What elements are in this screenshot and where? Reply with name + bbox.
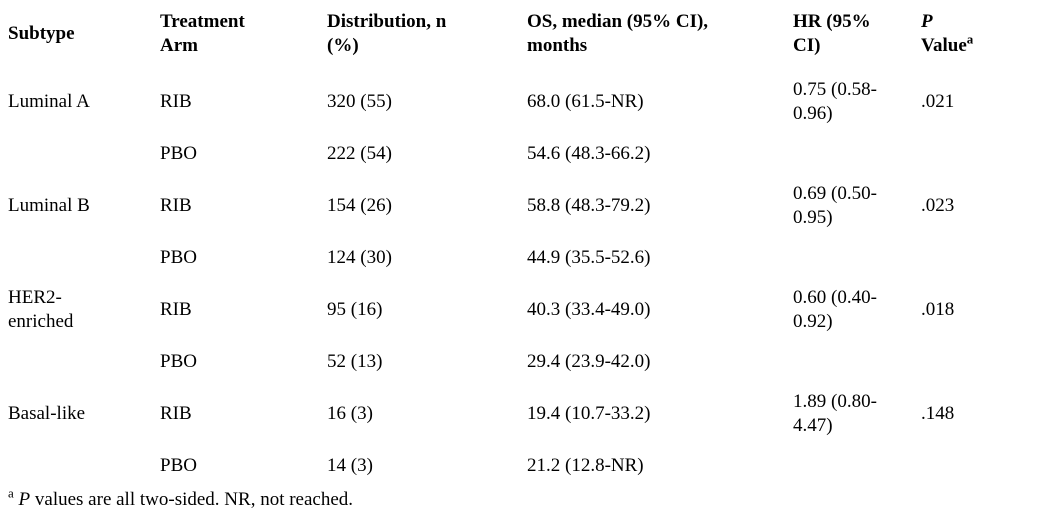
p-symbol: P xyxy=(18,489,31,510)
table-row-luminal-b-pbo: PBO 124 (30) 44.9 (35.5-52.6) xyxy=(8,238,1044,278)
distribution-cell: 14 (3) xyxy=(327,455,373,476)
subtype-cell xyxy=(8,446,160,486)
p-value-cell xyxy=(921,238,1044,278)
column-header-hazard-ratio: HR (95% CI) xyxy=(793,8,921,70)
subtype-cell: Luminal B xyxy=(8,195,90,216)
header-row: Subtype Treatment Arm Distribution, n (%… xyxy=(8,8,1044,70)
p-value-cell xyxy=(921,134,1044,174)
p-value-cell xyxy=(921,446,1044,486)
p-value-cell: .021 xyxy=(921,91,955,112)
os-median-cell: 40.3 (33.4-49.0) xyxy=(527,299,651,320)
p-value-cell xyxy=(921,342,1044,382)
column-header-os-median: OS, median (95% CI), months xyxy=(527,8,793,70)
subtype-cell: Basal-like xyxy=(8,403,86,424)
subtype-cell xyxy=(8,134,160,174)
subtype-cell xyxy=(8,238,160,278)
table-row-basal-like-rib: Basal-like RIB 16 (3) 19.4 (10.7-33.2) 1… xyxy=(8,382,1044,446)
column-header-distribution: Distribution, n (%) xyxy=(327,8,527,70)
hazard-ratio-cell: 0.60 (0.40-0.92) xyxy=(793,287,877,332)
subtype-cell xyxy=(8,342,160,382)
hazard-ratio-cell: 0.75 (0.58-0.96) xyxy=(793,79,877,124)
table-row-her2-enriched-pbo: PBO 52 (13) 29.4 (23.9-42.0) xyxy=(8,342,1044,382)
distribution-cell: 52 (13) xyxy=(327,351,383,372)
footnote-text: values are all two-sided. NR, not reache… xyxy=(34,489,354,510)
column-header-os-median-label: OS, median (95% CI), months xyxy=(527,11,709,56)
treatment-arm-cell: PBO xyxy=(160,351,197,372)
treatment-arm-cell: RIB xyxy=(160,195,192,216)
treatment-arm-cell: PBO xyxy=(160,247,197,268)
distribution-cell: 320 (55) xyxy=(327,91,392,112)
p-value-cell: .148 xyxy=(921,403,955,424)
treatment-arm-cell: PBO xyxy=(160,143,197,164)
os-median-cell: 44.9 (35.5-52.6) xyxy=(527,247,651,268)
hazard-ratio-cell xyxy=(793,342,921,382)
table-row-luminal-b-rib: Luminal B RIB 154 (26) 58.8 (48.3-79.2) … xyxy=(8,174,1044,238)
os-median-cell: 54.6 (48.3-66.2) xyxy=(527,143,651,164)
hazard-ratio-cell xyxy=(793,134,921,174)
hazard-ratio-cell: 1.89 (0.80-4.47) xyxy=(793,391,877,436)
column-header-hazard-ratio-label: HR (95% CI) xyxy=(793,11,871,56)
footnote-marker-a: a xyxy=(8,485,14,501)
distribution-cell: 95 (16) xyxy=(327,299,383,320)
p-symbol: P xyxy=(921,11,933,32)
distribution-cell: 16 (3) xyxy=(327,403,373,424)
os-median-cell: 19.4 (10.7-33.2) xyxy=(527,403,651,424)
subtype-cell: HER2-enriched xyxy=(8,287,74,332)
table-row-her2-enriched-rib: HER2-enriched RIB 95 (16) 40.3 (33.4-49.… xyxy=(8,278,1044,342)
hazard-ratio-cell: 0.69 (0.50-0.95) xyxy=(793,183,877,228)
distribution-cell: 154 (26) xyxy=(327,195,392,216)
column-header-treatment-arm-label: Treatment Arm xyxy=(160,11,245,56)
distribution-cell: 124 (30) xyxy=(327,247,392,268)
os-median-cell: 29.4 (23.9-42.0) xyxy=(527,351,651,372)
column-header-p-value: P Valuea xyxy=(921,8,1044,70)
treatment-arm-cell: RIB xyxy=(160,403,192,424)
column-header-subtype-label: Subtype xyxy=(8,23,75,44)
treatment-arm-cell: PBO xyxy=(160,455,197,476)
table-row-basal-like-pbo: PBO 14 (3) 21.2 (12.8-NR) xyxy=(8,446,1044,486)
footnote-marker-a: a xyxy=(966,31,974,47)
column-header-p-value-label: P Valuea xyxy=(921,10,983,58)
column-header-distribution-label: Distribution, n (%) xyxy=(327,11,447,56)
subtype-outcomes-table: Subtype Treatment Arm Distribution, n (%… xyxy=(8,8,1044,486)
hazard-ratio-cell xyxy=(793,446,921,486)
os-median-cell: 21.2 (12.8-NR) xyxy=(527,455,644,476)
subtype-cell: Luminal A xyxy=(8,91,90,112)
treatment-arm-cell: RIB xyxy=(160,299,192,320)
table-row-luminal-a-pbo: PBO 222 (54) 54.6 (48.3-66.2) xyxy=(8,134,1044,174)
p-value-word: Value xyxy=(921,35,967,56)
column-header-treatment-arm: Treatment Arm xyxy=(160,8,327,70)
column-header-subtype: Subtype xyxy=(8,8,160,70)
p-value-cell: .018 xyxy=(921,299,955,320)
hazard-ratio-cell xyxy=(793,238,921,278)
os-median-cell: 58.8 (48.3-79.2) xyxy=(527,195,651,216)
table-footnote: a P values are all two-sided. NR, not re… xyxy=(8,485,1048,512)
treatment-arm-cell: RIB xyxy=(160,91,192,112)
p-value-cell: .023 xyxy=(921,195,955,216)
os-median-cell: 68.0 (61.5-NR) xyxy=(527,91,644,112)
table-row-luminal-a-rib: Luminal A RIB 320 (55) 68.0 (61.5-NR) 0.… xyxy=(8,70,1044,134)
distribution-cell: 222 (54) xyxy=(327,143,392,164)
